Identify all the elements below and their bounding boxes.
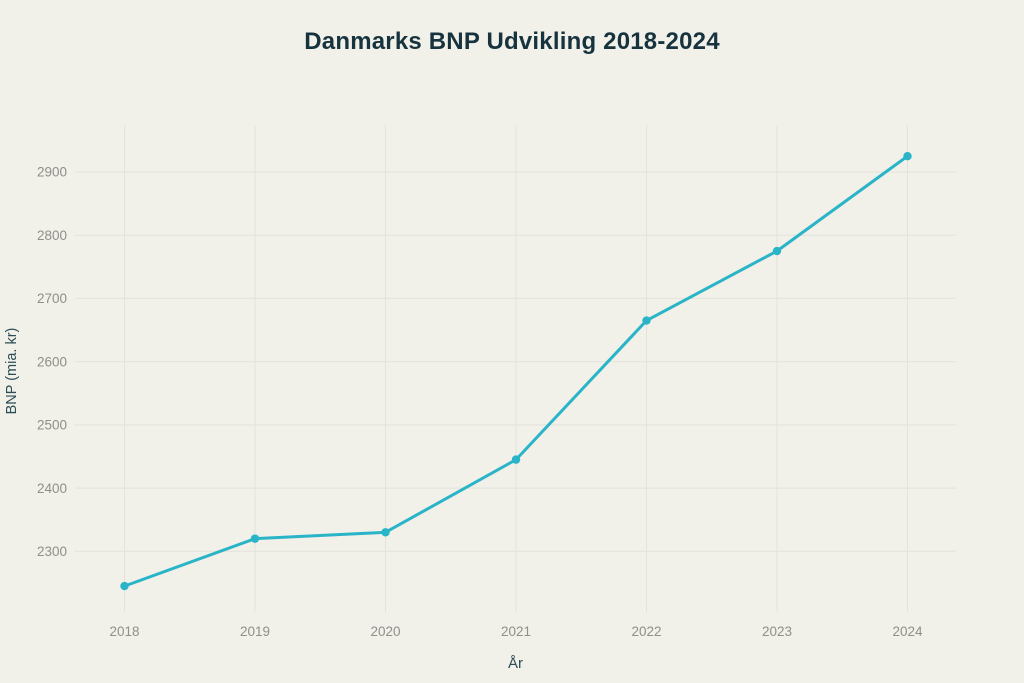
y-tick-label: 2700 (37, 291, 67, 306)
data-point[interactable] (381, 528, 390, 537)
x-tick-label: 2022 (631, 624, 661, 639)
y-tick-label: 2300 (37, 544, 67, 559)
y-axis-title: BNP (mia. kr) (4, 328, 20, 415)
x-tick-label: 2021 (501, 624, 531, 639)
x-tick-label: 2020 (370, 624, 400, 639)
data-point[interactable] (903, 151, 912, 161)
chart-title: Danmarks BNP Udvikling 2018-2024 (304, 28, 720, 55)
x-axis-title: År (508, 655, 523, 672)
data-point[interactable] (772, 246, 782, 256)
y-tick-label: 2900 (37, 165, 67, 180)
y-tick-label: 2600 (37, 354, 67, 369)
y-tick-label: 2800 (37, 228, 67, 243)
x-tick-label: 2023 (762, 624, 792, 639)
x-tick-label: 2018 (109, 624, 139, 639)
y-tick-label: 2500 (37, 418, 67, 433)
x-tick-label: 2019 (240, 624, 270, 639)
data-point[interactable] (642, 316, 651, 325)
data-point[interactable] (511, 455, 521, 464)
data-point[interactable] (120, 581, 129, 591)
x-tick-label: 2024 (892, 624, 923, 639)
y-tick-label: 2400 (37, 481, 67, 496)
data-point[interactable] (250, 534, 260, 543)
